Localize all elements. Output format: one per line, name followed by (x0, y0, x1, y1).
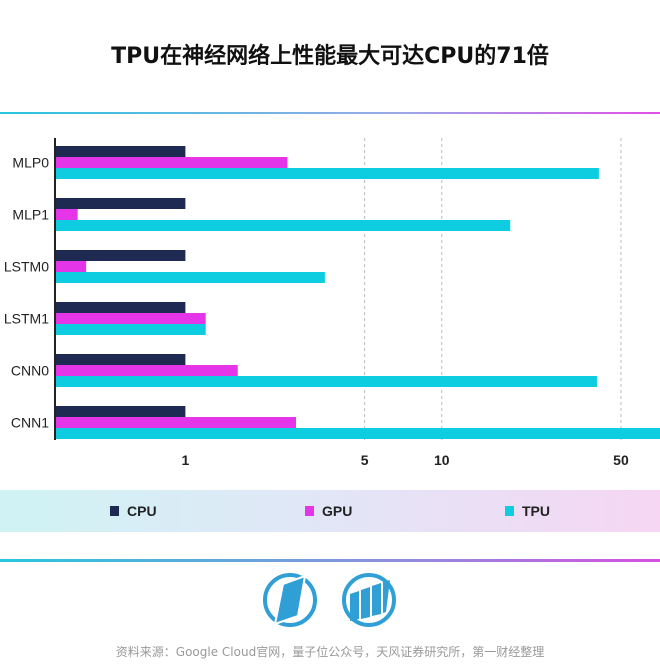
y-category-label: MLP1 (12, 207, 49, 223)
legend-swatch-gpu (305, 506, 314, 516)
legend-swatch-cpu (110, 506, 119, 516)
x-tick-label: 50 (613, 452, 629, 468)
x-tick-label: 1 (181, 452, 189, 468)
divider-bottom (0, 559, 660, 562)
bar-cpu-lstm0 (55, 250, 186, 261)
bar-gpu-lstm1 (55, 313, 206, 324)
legend-label-tpu: TPU (522, 503, 550, 519)
bar-cpu-cnn0 (55, 354, 186, 365)
legend-label-cpu: CPU (127, 503, 157, 519)
bar-tpu-lstm1 (55, 324, 206, 335)
x-tick-label: 5 (361, 452, 369, 468)
legend-swatch-tpu (505, 506, 514, 516)
bar-chart: 1 5 10 50 MLP0 MLP1 LSTM0 LSTM1 CNN0 CNN1 (4, 138, 660, 468)
bar-tpu-mlp1 (55, 220, 511, 231)
bar-tpu-mlp0 (55, 168, 599, 179)
bar-gpu-cnn1 (55, 417, 296, 428)
legend-item-cpu: CPU (110, 503, 157, 519)
bar-gpu-mlp0 (55, 157, 288, 168)
legend-item-gpu: GPU (305, 503, 352, 519)
logos (263, 573, 396, 627)
y-category-label: MLP0 (12, 155, 49, 171)
logo-right-icon (342, 573, 396, 627)
legend-label-gpu: GPU (322, 503, 353, 519)
bar-tpu-cnn1 (55, 428, 660, 439)
bar-cpu-lstm1 (55, 302, 186, 313)
y-category-label: LSTM0 (4, 259, 49, 275)
source-note: 资料来源：Google Cloud官网，量子位公众号，天风证券研究所，第一财经整… (115, 645, 545, 659)
chart-title: TPU在神经网络上性能最大可达CPU的71倍 (111, 44, 549, 69)
y-category-label: LSTM1 (4, 311, 49, 327)
bar-tpu-lstm0 (55, 272, 325, 283)
bar-cpu-cnn1 (55, 406, 186, 417)
bar-cpu-mlp1 (55, 198, 186, 209)
y-category-label: CNN0 (11, 363, 49, 379)
legend-item-tpu: TPU (505, 503, 550, 519)
legend: CPU GPU TPU (0, 490, 660, 532)
bar-cpu-mlp0 (55, 146, 186, 157)
bar-gpu-lstm0 (55, 261, 87, 272)
bar-gpu-mlp1 (55, 209, 78, 220)
x-tick-label: 10 (434, 452, 450, 468)
logo-left-icon (263, 573, 317, 627)
divider-top (0, 112, 660, 114)
bar-gpu-cnn0 (55, 365, 238, 376)
y-category-label: CNN1 (11, 415, 49, 431)
bar-tpu-cnn0 (55, 376, 597, 387)
